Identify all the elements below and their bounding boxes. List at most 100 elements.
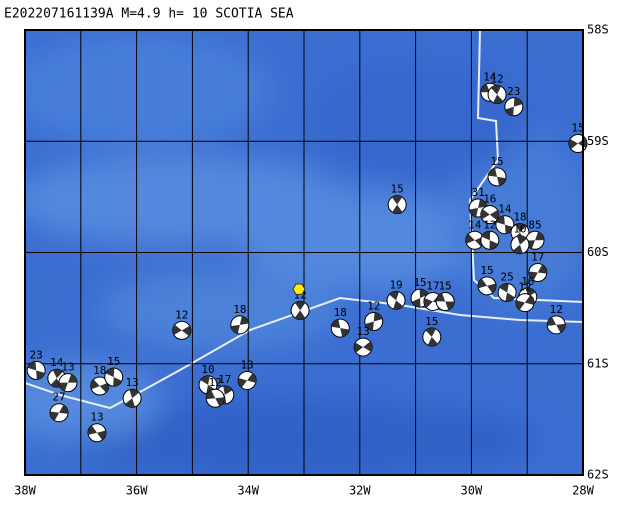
beachball-circle (487, 85, 507, 105)
focal-mechanism: 27 (49, 391, 69, 423)
focal-mechanism: 12 (487, 73, 507, 105)
focal-mechanism: 10 (510, 223, 530, 255)
depth-label: 15 (480, 264, 493, 277)
focal-mechanism: 13 (237, 358, 257, 390)
beachball-quadrant (90, 379, 109, 393)
depth-label: 12 (518, 281, 531, 294)
beachball-quadrant (513, 235, 527, 254)
depth-label: 18 (93, 364, 106, 377)
focal-mechanism: 18 (230, 303, 250, 335)
depth-label: 18 (513, 210, 526, 223)
focal-mechanism: 23 (504, 85, 524, 117)
focal-mechanism: 18 (90, 364, 110, 396)
beachball-quadrant (515, 295, 534, 310)
beachball-quadrant (478, 278, 497, 294)
depth-label: 14 (498, 203, 512, 216)
beachball-quadrant (125, 389, 140, 408)
beachball-quadrant (389, 291, 403, 310)
x-tick-label: 30W (461, 484, 483, 498)
map-frame (24, 29, 584, 476)
beachball-quadrant (58, 374, 77, 392)
beachball-quadrant (488, 168, 506, 186)
focal-mechanism: 13 (87, 411, 107, 443)
y-tick-label: 58S (587, 23, 609, 37)
beachball-quadrant (469, 199, 487, 217)
x-tick-label: 38W (14, 484, 36, 498)
beachball-quadrant (425, 328, 438, 347)
focal-mechanism: 15 (487, 155, 507, 187)
focal-mechanism: 16 (480, 193, 500, 225)
focal-mechanism: 14 (495, 203, 515, 235)
depth-label: 10 (513, 223, 526, 236)
focal-mechanism: 85 (525, 218, 545, 250)
depth-label: 13 (240, 358, 253, 371)
depth-label: 23 (30, 348, 43, 361)
depth-label: 17 (426, 279, 439, 292)
y-tick-label: 60S (587, 245, 609, 259)
beachball-quadrant (465, 233, 484, 247)
focal-mechanism: 14 (465, 218, 485, 250)
focal-mechanism: 12 (515, 281, 535, 313)
focal-mechanism: 23 (26, 348, 46, 380)
focal-mechanism: 15 (387, 183, 407, 215)
beachball-quadrant (206, 390, 225, 407)
focal-mechanism: 13 (58, 361, 78, 393)
focal-mechanism: 12 (546, 303, 566, 335)
depth-label: 15 (107, 355, 120, 368)
beachball-quadrant (172, 324, 191, 337)
x-tick-label: 32W (349, 484, 371, 498)
depth-label: 85 (528, 218, 541, 231)
depth-label: 10 (201, 363, 214, 376)
x-tick-label: 34W (237, 484, 259, 498)
depth-label: 15 (425, 315, 438, 328)
depth-label: 12 (490, 73, 503, 86)
focal-mechanism: 15 (568, 121, 588, 153)
beachball-quadrant (526, 231, 545, 249)
focal-mechanism: 12 (364, 299, 384, 331)
focal-mechanism: 12 (480, 218, 500, 250)
beachball-quadrant (230, 316, 249, 334)
beachball-quadrant (392, 195, 403, 214)
depth-label: 16 (483, 193, 496, 206)
beachball-quadrant (331, 319, 350, 337)
focal-mechanism: 15 (435, 279, 455, 311)
depth-label: 17 (531, 251, 544, 264)
focal-mechanism: 15 (422, 315, 442, 347)
depth-label: 15 (571, 121, 584, 134)
depth-label: 12 (175, 308, 188, 321)
beachball-quadrant (411, 289, 429, 308)
beachball-quadrant (365, 312, 383, 331)
depth-label: 13 (357, 325, 370, 338)
map-title: E202207161139A M=4.9 h= 10 SCOTIA SEA (4, 7, 294, 22)
beachball-quadrant (27, 361, 45, 380)
y-tick-label: 62S (587, 468, 609, 482)
x-tick-label: 36W (126, 484, 148, 498)
depth-label: 17 (218, 373, 231, 386)
beachball-quadrant (354, 341, 373, 353)
depth-label: 15 (490, 155, 503, 168)
focal-mechanism: 17 (528, 251, 548, 283)
beachball-quadrant (505, 97, 523, 116)
focal-mechanism: 15 (104, 355, 124, 387)
depth-label: 13 (90, 411, 103, 424)
beachball-quadrant (238, 373, 257, 388)
epicenter (292, 283, 306, 295)
depth-label: 13 (61, 361, 74, 374)
focal-mechanism: 15 (477, 264, 497, 296)
x-tick-label: 28W (572, 484, 594, 498)
depth-label: 19 (389, 278, 402, 291)
depth-label: 31 (471, 186, 484, 199)
depth-label: 15 (391, 183, 404, 196)
beachball-quadrant (480, 209, 499, 221)
depth-label: 13 (126, 376, 139, 389)
depth-label: 14 (50, 356, 64, 369)
depth-label: 12 (483, 218, 496, 231)
depth-label: 16 (521, 275, 534, 288)
beachball-quadrant (50, 369, 63, 388)
depth-label: 15 (439, 279, 452, 292)
y-tick-label: 59S (587, 134, 609, 148)
beachball-quadrant (50, 404, 69, 421)
y-tick-label: 61S (587, 356, 609, 370)
